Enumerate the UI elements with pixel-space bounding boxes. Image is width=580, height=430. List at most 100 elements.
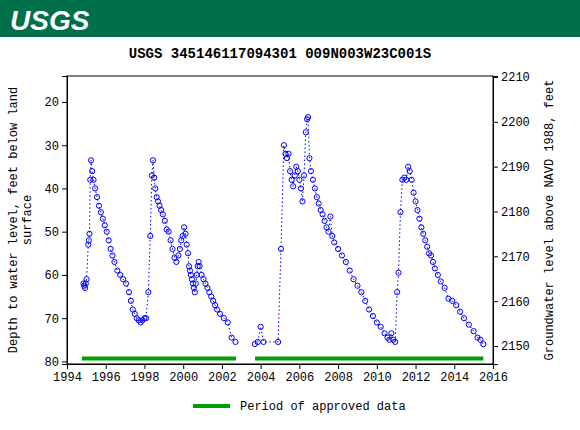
tick: 30 xyxy=(45,140,67,154)
data-point xyxy=(84,277,89,282)
data-point xyxy=(461,316,466,321)
tick-mark xyxy=(493,122,498,123)
data-point xyxy=(275,339,280,344)
data-point xyxy=(398,210,403,215)
tick-label: 2000 xyxy=(169,371,198,385)
tick: 2006 xyxy=(285,364,314,385)
tick-label: 2170 xyxy=(501,251,530,265)
data-point xyxy=(471,329,476,334)
y-axis: 20304050607080 xyxy=(45,77,68,370)
series-line xyxy=(83,117,483,344)
data-point xyxy=(96,203,101,208)
data-point xyxy=(221,316,226,321)
tick-label: 60 xyxy=(45,269,59,283)
data-point xyxy=(457,309,462,314)
data-point xyxy=(261,339,266,344)
tick-label: 30 xyxy=(45,140,59,154)
data-point xyxy=(428,253,433,258)
tick-label: 20 xyxy=(45,96,59,110)
tick-mark xyxy=(338,364,339,369)
data-point xyxy=(286,151,291,156)
data-point xyxy=(347,268,352,273)
data-point xyxy=(128,298,133,303)
approved-period-line xyxy=(82,356,483,360)
data-point xyxy=(335,246,340,251)
data-point xyxy=(106,238,111,243)
tick: 2200 xyxy=(493,116,530,130)
plot-area xyxy=(81,114,486,358)
tick-mark xyxy=(493,346,498,347)
data-point xyxy=(168,238,173,243)
data-point xyxy=(123,281,128,286)
data-point xyxy=(366,307,371,312)
tick-label: 50 xyxy=(45,226,59,240)
tick-mark xyxy=(62,361,67,362)
data-point xyxy=(425,244,430,249)
data-point xyxy=(146,290,151,295)
tick-mark xyxy=(62,275,67,276)
data-point xyxy=(423,238,428,243)
data-point xyxy=(86,238,91,243)
y-axis-title: surface xyxy=(21,195,35,245)
data-point xyxy=(174,259,179,264)
y-axis-title: Depth to water level, feet below land xyxy=(7,87,21,353)
tick-mark xyxy=(299,364,300,369)
tick-mark xyxy=(454,364,455,369)
data-point xyxy=(351,277,356,282)
x-axis: 1994199619982000200220042006200820102012… xyxy=(53,364,508,385)
data-point xyxy=(217,311,222,316)
tick-label: 70 xyxy=(45,313,59,327)
data-point xyxy=(393,339,398,344)
data-point xyxy=(150,158,155,163)
data-point xyxy=(409,177,414,182)
legend-label: Period of approved data xyxy=(240,400,406,414)
tick: 2014 xyxy=(440,364,469,385)
data-point xyxy=(148,233,153,238)
data-point xyxy=(152,175,157,180)
data-point xyxy=(374,320,379,325)
tick: 2150 xyxy=(493,340,530,354)
tick: 2000 xyxy=(169,364,198,385)
data-point xyxy=(305,114,310,119)
data-point xyxy=(278,246,283,251)
axis-line xyxy=(68,365,494,370)
tick-mark xyxy=(222,364,223,369)
chart: USGSUSGS 345146117094301 009N003W23C001S… xyxy=(0,0,580,430)
header-bar xyxy=(0,0,580,37)
data-point xyxy=(308,169,313,174)
tick-label: 2008 xyxy=(324,371,353,385)
tick-label: 2012 xyxy=(402,371,431,385)
tick-label: 2004 xyxy=(247,371,276,385)
data-point xyxy=(182,225,187,230)
tick-mark xyxy=(493,77,498,78)
tick-mark xyxy=(62,145,67,146)
data-point xyxy=(94,194,99,199)
data-point xyxy=(432,266,437,271)
data-point xyxy=(339,253,344,258)
y2-axis-title: Groundwater level above NAVD 1988, feet xyxy=(543,80,557,361)
data-point xyxy=(363,298,368,303)
data-point xyxy=(454,303,459,308)
tick-label: 2002 xyxy=(208,371,237,385)
tick: 70 xyxy=(45,313,67,327)
tick-label: 80 xyxy=(45,356,59,370)
data-point xyxy=(307,156,312,161)
data-point xyxy=(110,253,115,258)
data-point xyxy=(126,290,131,295)
data-point xyxy=(193,281,198,286)
tick-label: 2016 xyxy=(479,371,508,385)
tick-mark xyxy=(62,318,67,319)
tick: 2004 xyxy=(247,364,276,385)
tick-mark xyxy=(183,364,184,369)
data-point xyxy=(355,283,360,288)
data-point xyxy=(343,259,348,264)
data-point xyxy=(229,335,234,340)
data-point xyxy=(417,216,422,221)
data-point xyxy=(185,251,190,256)
data-point xyxy=(310,177,315,182)
data-point xyxy=(90,169,95,174)
tick: 2170 xyxy=(493,251,530,265)
data-point xyxy=(312,186,317,191)
data-point xyxy=(328,214,333,219)
tick: 20 xyxy=(45,96,67,110)
